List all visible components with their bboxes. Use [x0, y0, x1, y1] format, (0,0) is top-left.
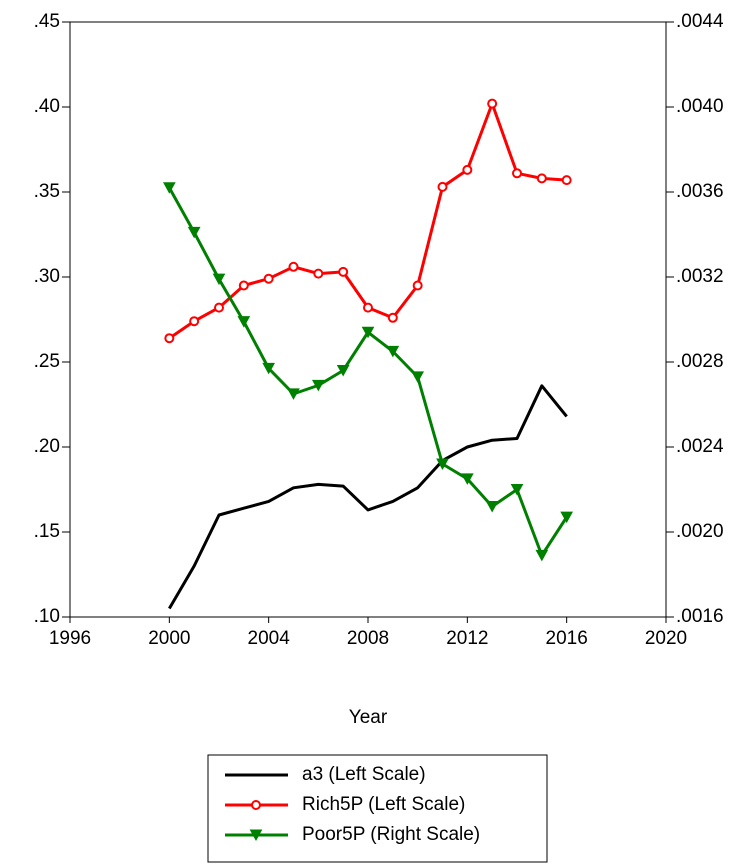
y2-tick-label: .0028 — [676, 351, 724, 372]
point-marker — [238, 280, 249, 291]
point-marker — [189, 316, 200, 327]
y-tick-label: .45 — [34, 11, 60, 32]
legend-label: a3 (Left Scale) — [302, 764, 426, 785]
point-marker — [512, 168, 522, 179]
x-tick-label: 2000 — [148, 628, 190, 649]
legend-label: Rich5P (Left Scale) — [302, 794, 465, 815]
y2-tick-label: .0036 — [676, 181, 724, 202]
point-marker — [535, 549, 549, 562]
point-marker — [164, 333, 175, 344]
x-tick-label: 2008 — [347, 628, 389, 649]
point-marker — [263, 273, 274, 284]
y-tick-label: .10 — [34, 606, 60, 627]
y-tick-label: .40 — [34, 96, 60, 117]
point-marker — [336, 365, 350, 377]
y2-tick-label: .0044 — [676, 11, 724, 32]
y-tick-label: .15 — [34, 521, 60, 542]
point-marker — [561, 175, 572, 186]
y2-tick-label: .0024 — [676, 436, 724, 457]
legend-marker — [251, 800, 261, 810]
point-marker — [436, 458, 449, 471]
point-marker — [212, 273, 226, 286]
point-marker — [560, 511, 574, 524]
point-marker — [411, 371, 425, 383]
plot-frame — [69, 21, 667, 618]
point-marker — [361, 326, 375, 339]
point-marker — [462, 164, 473, 175]
point-marker — [386, 345, 400, 358]
x-axis-label: Year — [349, 707, 388, 728]
point-marker — [162, 182, 176, 194]
series-line — [168, 384, 568, 610]
y2-tick-label: .0032 — [676, 266, 724, 287]
point-marker — [363, 302, 373, 313]
legend-marker — [249, 829, 263, 842]
point-marker — [214, 302, 224, 313]
legend-box — [207, 754, 548, 863]
point-marker — [412, 280, 423, 291]
point-marker — [187, 226, 201, 239]
point-marker — [485, 501, 499, 513]
series-line — [168, 187, 568, 557]
point-marker — [313, 268, 324, 279]
y2-tick-label: .0016 — [676, 606, 724, 627]
point-marker — [510, 484, 524, 496]
point-marker — [311, 379, 325, 392]
y2-tick-label: .0020 — [676, 521, 724, 542]
y-tick-label: .25 — [34, 351, 60, 372]
x-tick-label: 2012 — [446, 628, 488, 649]
point-marker — [287, 388, 300, 400]
point-marker — [460, 473, 474, 485]
point-marker — [237, 316, 251, 328]
legend-label: Poor5P (Right Scale) — [302, 824, 480, 845]
point-marker — [387, 312, 398, 323]
y-tick-label: .35 — [34, 181, 60, 202]
point-marker — [338, 266, 349, 277]
x-tick-label: 2004 — [248, 628, 291, 649]
point-marker — [288, 261, 299, 272]
x-tick-label: 2020 — [645, 628, 687, 649]
point-marker — [536, 173, 547, 184]
x-tick-label: 2016 — [546, 628, 588, 649]
y2-tick-label: .0040 — [676, 96, 724, 117]
point-marker — [262, 362, 276, 375]
x-tick-label: 1996 — [49, 628, 91, 649]
y-tick-label: .30 — [34, 266, 60, 287]
y-tick-label: .20 — [34, 436, 60, 457]
point-marker — [437, 181, 448, 192]
point-marker — [487, 98, 498, 109]
